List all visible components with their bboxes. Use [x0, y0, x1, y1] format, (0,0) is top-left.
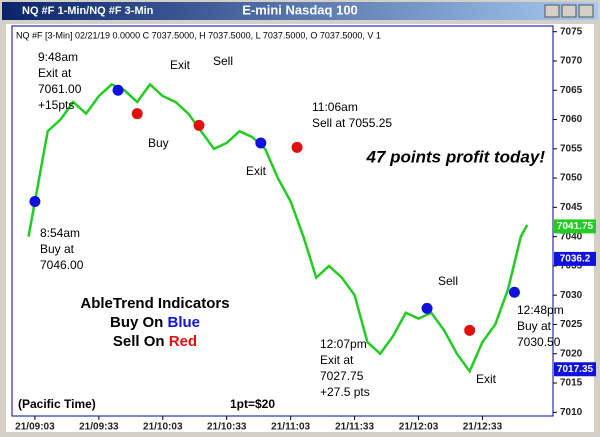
price-flag-label: 7036.2 [560, 254, 591, 265]
x-tick-label: 21/09:33 [79, 422, 119, 433]
price-flag [554, 219, 596, 234]
y-tick-label: 7070 [560, 56, 583, 67]
signal-marker [112, 84, 124, 96]
y-tick-label: 7065 [560, 85, 583, 96]
annotation: 12:07pm [320, 337, 367, 351]
annotation: +27.5 pts [320, 385, 370, 399]
annotation: Exit at [320, 353, 354, 367]
window-left-title: NQ #F 1-Min/NQ #F 3-Min [22, 5, 154, 17]
maximize-button[interactable] [561, 4, 577, 18]
x-tick-label: 21/10:33 [207, 422, 247, 433]
y-tick-label: 7050 [560, 173, 583, 184]
signal-marker [193, 119, 205, 131]
annotation: 9:48am [38, 50, 78, 64]
x-tick-label: 21/11:33 [335, 422, 374, 433]
close-button[interactable] [578, 4, 594, 18]
y-tick-label: 7015 [560, 378, 583, 389]
sell-word: Red [169, 333, 197, 350]
sell-text: Sell On [113, 333, 169, 350]
sell-legend: Sell On Red [113, 333, 197, 350]
window-buttons[interactable] [544, 4, 594, 18]
signal-marker [421, 302, 433, 314]
x-tick-label: 21/11:03 [271, 422, 310, 433]
signal-marker [291, 141, 303, 153]
annotation: Exit [476, 372, 497, 386]
point-value: 1pt=$20 [230, 397, 275, 411]
annotation: 12:48pm [517, 303, 564, 317]
signal-marker [508, 286, 520, 298]
x-tick-label: 21/09:03 [15, 422, 55, 433]
price-line [27, 82, 529, 374]
price-flag [554, 251, 596, 266]
signal-marker [131, 108, 143, 120]
annotation: 7061.00 [38, 82, 82, 96]
annotation: Sell at 7055.25 [312, 116, 392, 130]
buy-text: Buy On [110, 314, 168, 331]
annotation: Sell [438, 274, 458, 288]
annotation: Exit at [38, 66, 72, 80]
y-tick-label: 7040 [560, 231, 583, 242]
price-flag-label: 7017.35 [557, 364, 594, 375]
x-tick-label: 21/12:33 [463, 422, 503, 433]
timezone: (Pacific Time) [18, 397, 96, 411]
signal-marker [464, 324, 476, 336]
annotation: 7046.00 [40, 258, 84, 272]
minimize-button[interactable] [544, 4, 560, 18]
y-tick-label: 7010 [560, 407, 583, 418]
y-tick-label: 7055 [560, 143, 583, 154]
annotation: 8:54am [40, 226, 80, 240]
price-flag-label: 7041.75 [557, 221, 594, 232]
annotation: Buy at [40, 242, 75, 256]
legend-title: AbleTrend Indicators [80, 295, 229, 312]
annotation: Sell [213, 54, 233, 68]
y-tick-label: 7060 [560, 114, 583, 125]
buy-legend: Buy On Blue [110, 314, 200, 331]
y-tick-label: 7045 [560, 202, 583, 213]
y-tick-label: 7030 [560, 290, 583, 301]
x-tick-label: 21/12:03 [399, 422, 439, 433]
annotation: 7027.75 [320, 369, 364, 383]
annotation: +15pts [38, 98, 74, 112]
annotation: 7030.50 [517, 335, 561, 349]
buy-word: Blue [168, 314, 201, 331]
annotation: 11:06am [312, 100, 358, 114]
title-bar [2, 2, 598, 20]
y-tick-label: 7035 [560, 261, 583, 272]
signal-marker [29, 196, 41, 208]
signal-marker [255, 137, 267, 149]
price-flag [554, 362, 596, 377]
annotation: Buy at [517, 319, 552, 333]
annotation: Exit [170, 58, 191, 72]
x-tick-label: 21/10:03 [143, 422, 183, 433]
headline: 47 points profit today! [366, 147, 546, 166]
y-tick-label: 7075 [560, 26, 583, 37]
y-tick-label: 7025 [560, 319, 583, 330]
info-line: NQ #F [3-Min] 02/21/19 0.0000 C 7037.500… [16, 30, 381, 40]
plot-area [11, 25, 554, 417]
annotation: Buy [148, 136, 169, 150]
annotation: Exit [246, 164, 267, 178]
window-title: E-mini Nasdaq 100 [242, 2, 358, 17]
y-tick-label: 7020 [560, 348, 583, 359]
